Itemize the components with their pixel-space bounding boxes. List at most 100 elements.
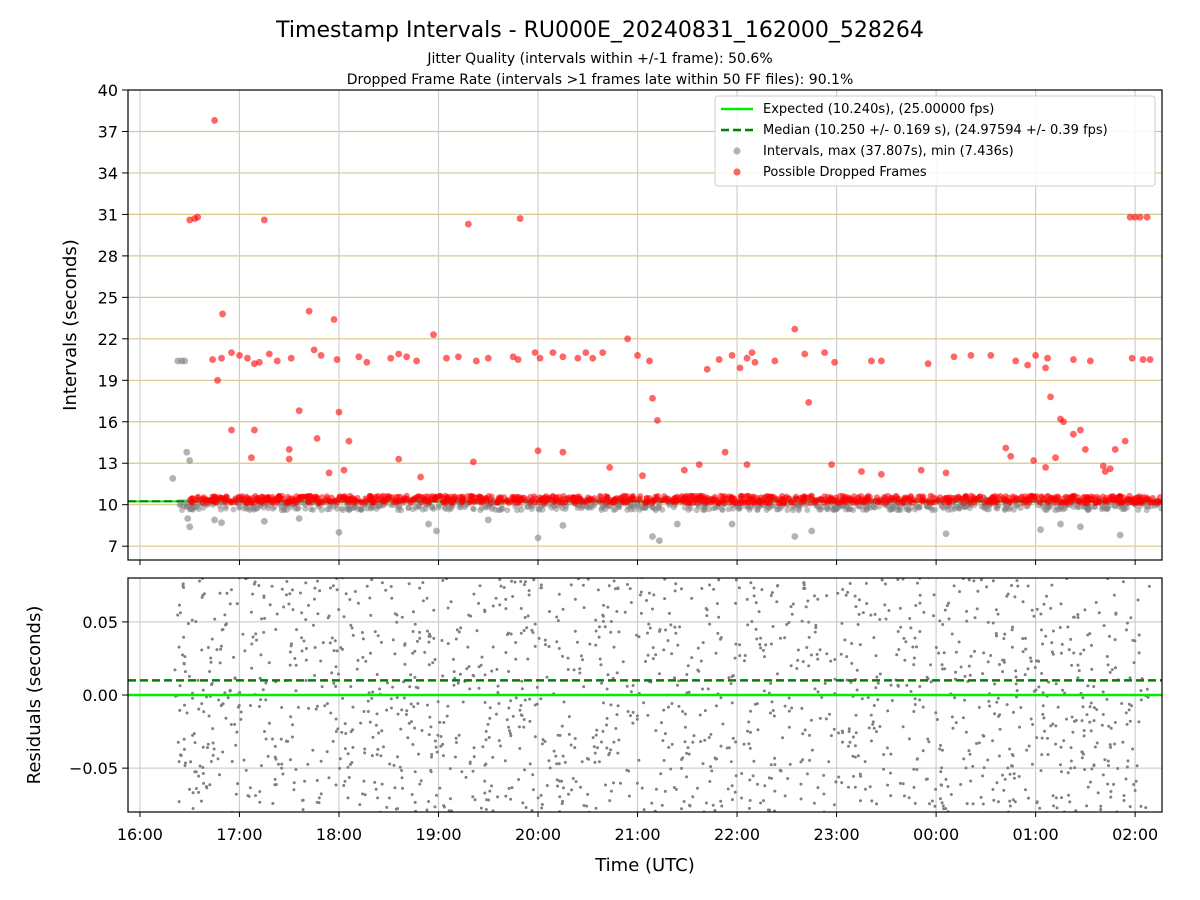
- residual-point: [1106, 759, 1110, 763]
- dropped-frame-point: [1002, 444, 1010, 452]
- residual-point: [898, 781, 902, 785]
- residual-point: [863, 760, 867, 764]
- residual-point: [408, 685, 412, 689]
- dropped-frame-point: [831, 358, 838, 366]
- residual-point: [972, 579, 976, 583]
- residual-point: [979, 578, 983, 582]
- residual-point: [1003, 632, 1007, 636]
- residual-point: [186, 622, 190, 626]
- residual-point: [947, 617, 951, 621]
- residual-point: [822, 773, 826, 777]
- residual-point: [368, 596, 372, 600]
- residual-point: [213, 617, 217, 621]
- residual-point: [1110, 668, 1114, 672]
- interval-point: [211, 516, 218, 524]
- residual-point: [854, 731, 858, 735]
- bottom-plot: −0.050.000.05 16:00 17:00 18:00 19:00 20:00 2…: [24, 570, 1163, 876]
- residual-point: [1008, 772, 1012, 776]
- residual-point: [962, 757, 966, 761]
- residual-point: [200, 648, 204, 652]
- residual-point: [539, 697, 543, 701]
- baseline-interval-point: [1054, 506, 1061, 513]
- residual-point: [860, 697, 864, 701]
- residual-point: [1101, 773, 1105, 777]
- legend-median-label: Median (10.250 +/- 0.169 s), (24.97594 +…: [763, 123, 1108, 138]
- residual-point: [850, 661, 854, 665]
- residual-point: [958, 590, 962, 594]
- residual-point: [943, 667, 947, 671]
- residual-point: [1040, 753, 1044, 757]
- residual-point: [491, 645, 495, 649]
- residual-point: [621, 660, 625, 664]
- residual-point: [943, 608, 947, 612]
- residual-point: [839, 652, 843, 656]
- residual-point: [376, 634, 380, 638]
- residual-point: [177, 760, 181, 764]
- residual-point: [915, 757, 919, 761]
- baseline-dropped-point: [1133, 499, 1140, 506]
- residual-point: [418, 782, 422, 786]
- baseline-dropped-point: [1081, 500, 1088, 507]
- dropped-frame-point: [228, 349, 235, 357]
- residual-point: [199, 799, 203, 803]
- residual-point: [954, 721, 958, 725]
- residual-point: [642, 701, 646, 705]
- dropped-frame-point: [1070, 430, 1077, 438]
- residual-point: [594, 629, 598, 633]
- residual-point: [1139, 698, 1143, 702]
- residual-point: [1033, 665, 1037, 669]
- residual-point: [418, 636, 422, 640]
- residual-point: [420, 728, 424, 732]
- dropped-frame-point: [1121, 437, 1129, 445]
- residual-point: [1042, 602, 1046, 606]
- residual-point: [886, 783, 890, 787]
- residual-point: [1054, 796, 1058, 800]
- residual-point: [191, 806, 195, 810]
- baseline-interval-point: [599, 503, 606, 510]
- residual-point: [549, 814, 552, 817]
- residual-point: [560, 779, 564, 783]
- residual-point: [454, 740, 458, 744]
- residual-point: [704, 570, 707, 573]
- residual-point: [1041, 704, 1045, 708]
- residual-point: [868, 785, 872, 789]
- residual-point: [511, 714, 515, 718]
- residual-point: [809, 653, 813, 657]
- residual-point: [1070, 715, 1074, 719]
- residual-point: [441, 754, 445, 758]
- residual-point: [560, 724, 564, 728]
- residual-point: [1082, 734, 1086, 738]
- interval-point: [335, 528, 343, 536]
- residual-point: [1070, 663, 1074, 667]
- dropped-frame-point: [260, 216, 268, 224]
- residual-point: [828, 712, 832, 716]
- residual-point: [733, 816, 736, 819]
- baseline-dropped-point: [441, 498, 448, 505]
- residual-point: [1013, 595, 1017, 599]
- residual-point: [452, 670, 456, 674]
- residual-point: [494, 712, 498, 716]
- residual-point: [578, 671, 582, 675]
- residual-point: [200, 702, 204, 706]
- residual-point: [320, 685, 324, 689]
- interval-point: [433, 527, 440, 535]
- dropped-frame-point: [751, 358, 759, 366]
- residual-point: [270, 584, 274, 588]
- residual-point: [259, 698, 263, 702]
- dropped-frame-point: [325, 469, 333, 477]
- residual-point: [244, 768, 248, 772]
- residual-point: [872, 726, 876, 730]
- residual-point: [449, 600, 453, 604]
- residual-point: [882, 752, 886, 756]
- residual-point: [433, 805, 437, 809]
- residual-point: [654, 729, 658, 733]
- residual-point: [412, 705, 416, 709]
- residual-point: [427, 663, 431, 667]
- residual-point: [1107, 764, 1111, 768]
- residual-point: [686, 746, 690, 750]
- residual-point: [1098, 816, 1101, 819]
- residual-point: [334, 730, 338, 734]
- residual-point: [968, 752, 972, 756]
- residual-point: [281, 772, 285, 776]
- residual-point: [555, 778, 559, 782]
